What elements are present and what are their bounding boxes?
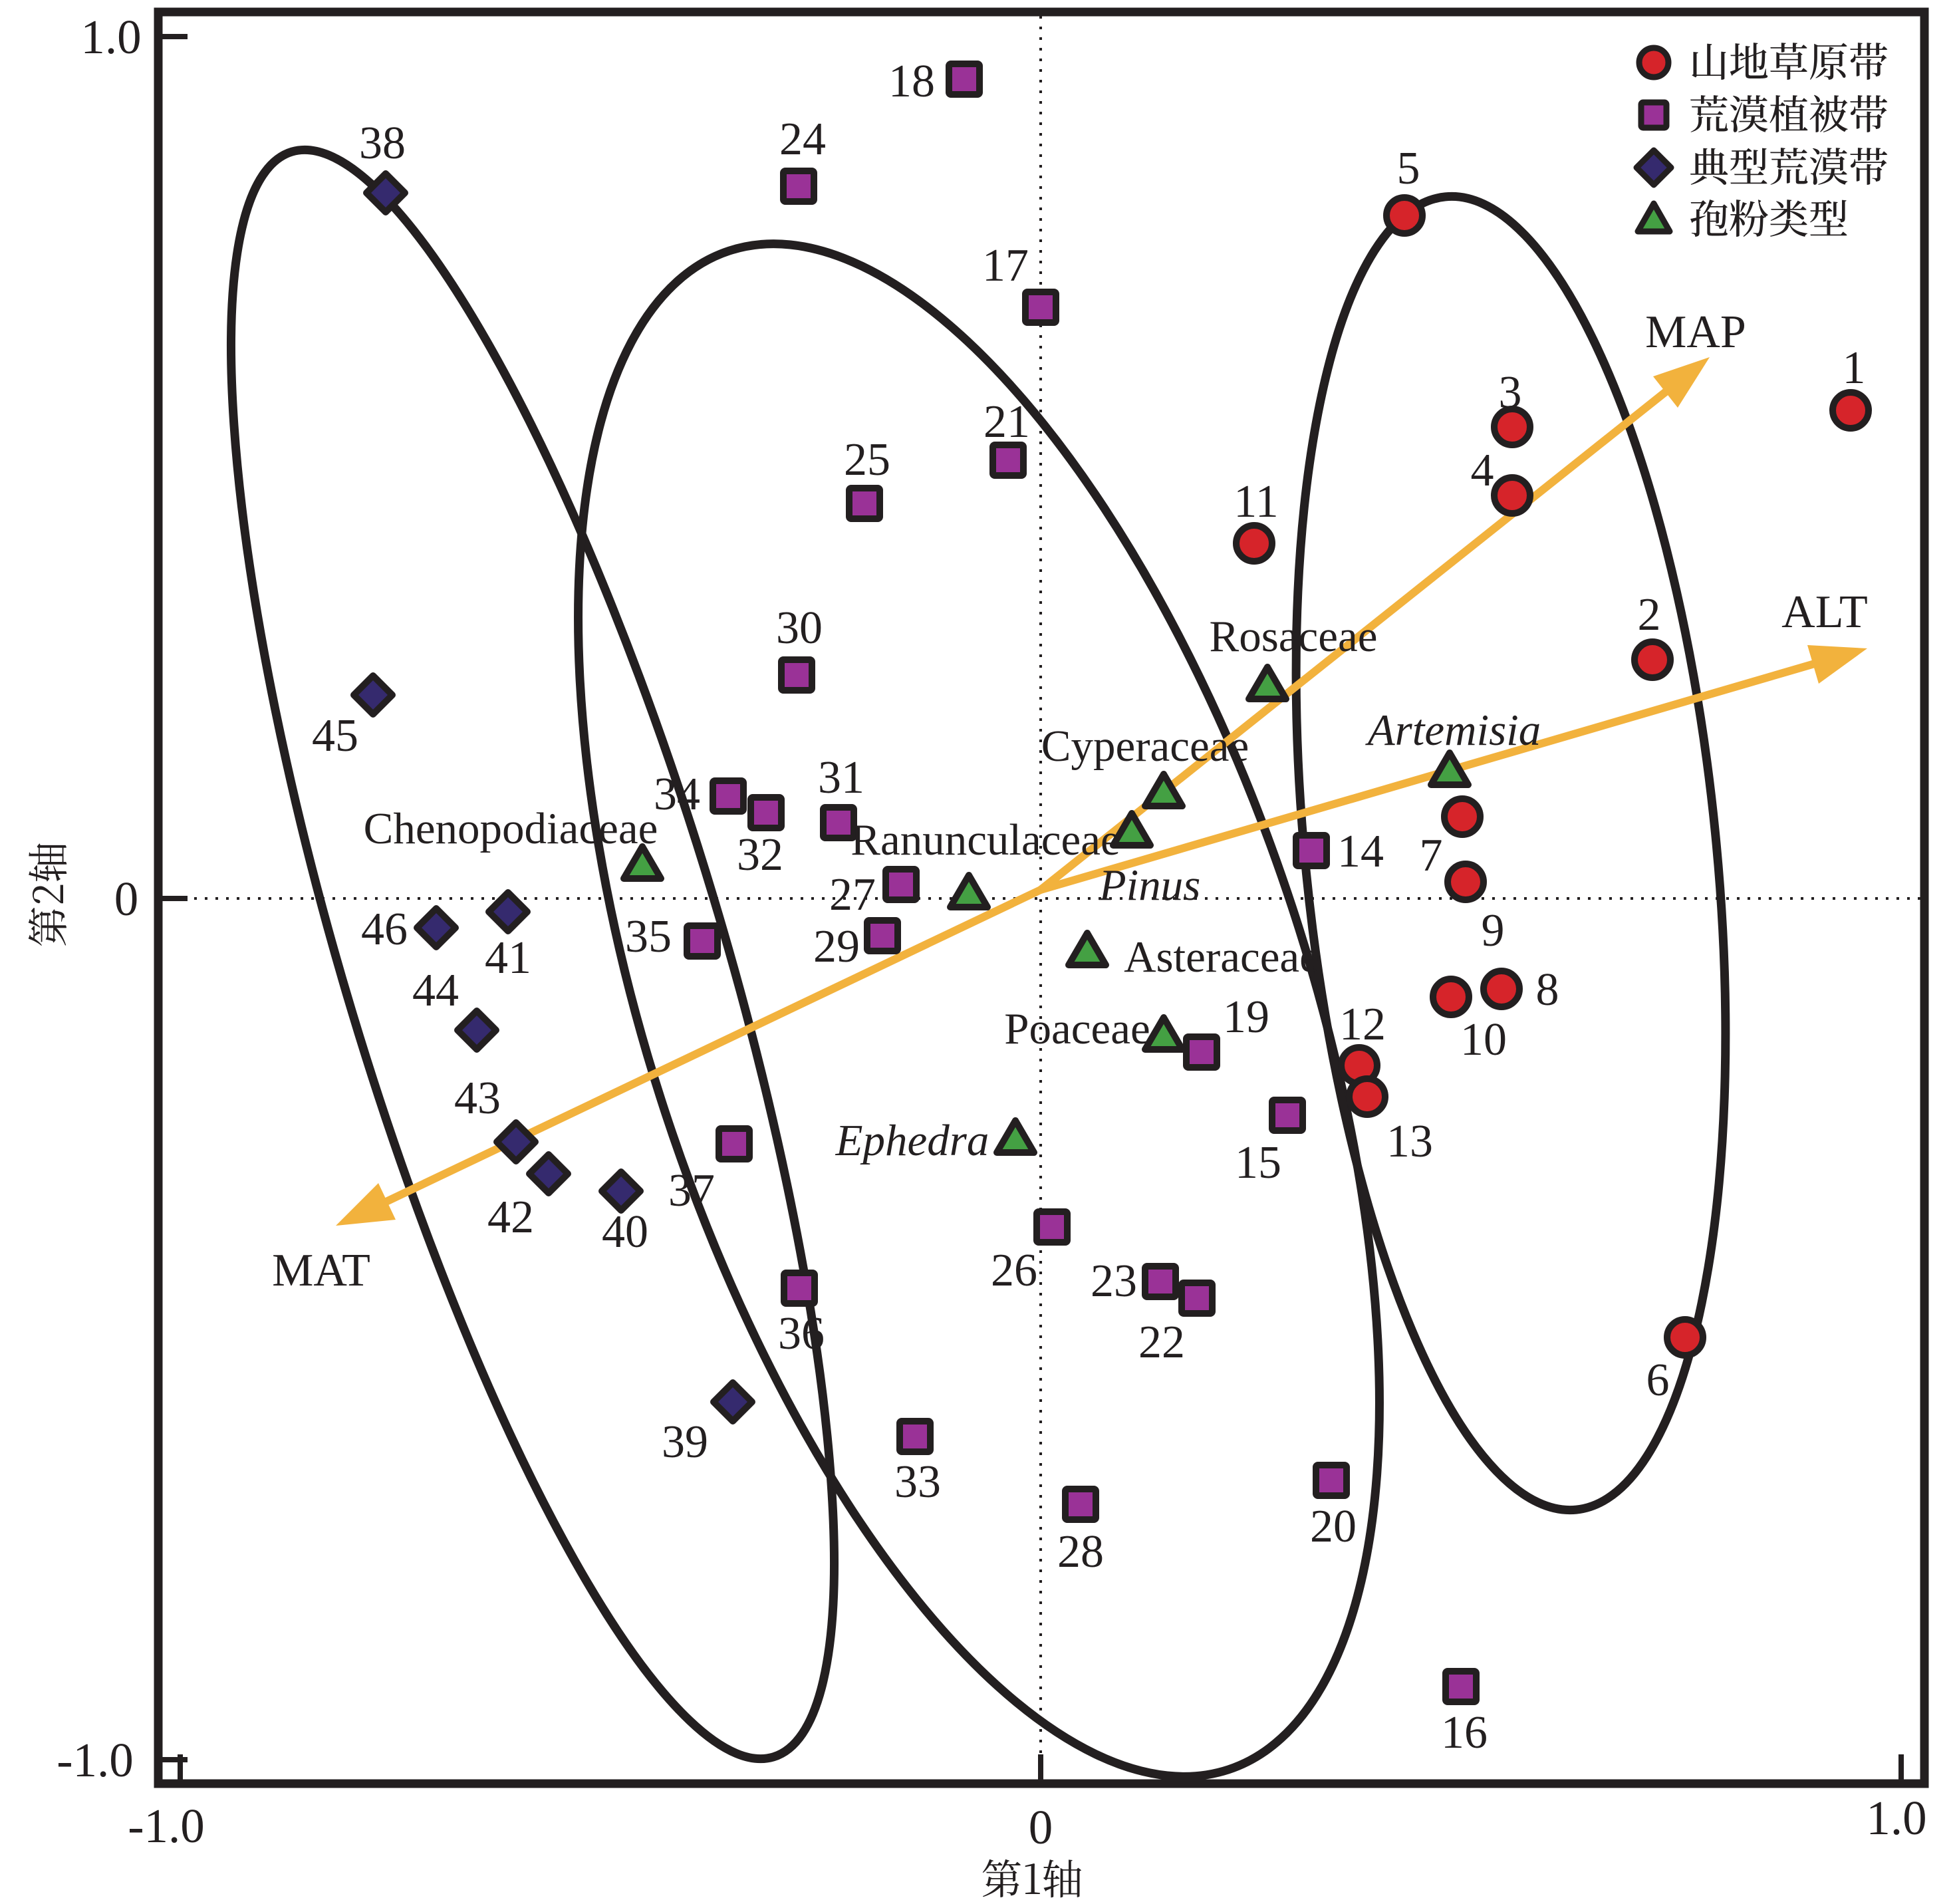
- svg-text:19: 19: [1223, 992, 1269, 1043]
- svg-text:43: 43: [454, 1073, 501, 1124]
- svg-text:-1.0: -1.0: [128, 1799, 205, 1853]
- svg-text:35: 35: [625, 911, 672, 962]
- svg-text:15: 15: [1235, 1137, 1281, 1188]
- svg-text:14: 14: [1337, 826, 1384, 877]
- svg-text:10: 10: [1460, 1014, 1507, 1065]
- svg-text:25: 25: [844, 434, 890, 485]
- svg-text:5: 5: [1397, 143, 1420, 194]
- svg-text:27: 27: [829, 869, 876, 920]
- svg-text:22: 22: [1138, 1317, 1185, 1368]
- svg-text:1.0: 1.0: [80, 10, 141, 64]
- svg-text:Ephedra: Ephedra: [835, 1116, 989, 1165]
- svg-text:44: 44: [412, 965, 459, 1016]
- svg-text:8: 8: [1536, 964, 1559, 1016]
- svg-text:41: 41: [485, 932, 531, 984]
- svg-text:31: 31: [818, 752, 864, 803]
- svg-text:Chenopodiaceae: Chenopodiaceae: [364, 804, 658, 853]
- svg-text:17: 17: [982, 240, 1029, 291]
- svg-text:42: 42: [487, 1192, 534, 1243]
- svg-text:典型荒漠带: 典型荒漠带: [1689, 136, 1889, 194]
- svg-text:23: 23: [1091, 1256, 1137, 1307]
- svg-text:16: 16: [1441, 1707, 1488, 1758]
- svg-text:38: 38: [359, 118, 406, 169]
- svg-text:0: 0: [114, 872, 139, 926]
- svg-text:34: 34: [654, 769, 700, 820]
- svg-text:第2轴: 第2轴: [16, 842, 75, 948]
- svg-text:29: 29: [813, 921, 860, 972]
- svg-text:37: 37: [668, 1165, 715, 1216]
- svg-text:36: 36: [778, 1308, 825, 1359]
- svg-text:26: 26: [991, 1245, 1037, 1296]
- svg-text:18: 18: [888, 56, 935, 107]
- svg-text:0: 0: [1029, 1800, 1053, 1854]
- svg-text:Artemisia: Artemisia: [1365, 706, 1541, 755]
- svg-text:39: 39: [662, 1417, 708, 1468]
- svg-text:40: 40: [602, 1206, 648, 1258]
- svg-text:28: 28: [1057, 1526, 1104, 1577]
- svg-text:45: 45: [312, 710, 358, 761]
- svg-text:11: 11: [1234, 476, 1278, 527]
- svg-text:33: 33: [894, 1456, 941, 1508]
- svg-text:21: 21: [983, 396, 1030, 448]
- svg-text:MAP: MAP: [1645, 307, 1746, 358]
- svg-text:20: 20: [1310, 1501, 1357, 1552]
- svg-text:7: 7: [1420, 830, 1443, 881]
- svg-text:Poaceae: Poaceae: [1004, 1004, 1150, 1053]
- svg-text:9: 9: [1482, 905, 1505, 956]
- svg-text:6: 6: [1646, 1355, 1670, 1406]
- svg-text:Ranunculaceae: Ranunculaceae: [850, 815, 1120, 865]
- svg-text:32: 32: [737, 829, 783, 881]
- svg-text:Rosaceae: Rosaceae: [1210, 612, 1378, 661]
- svg-text:Pinus: Pinus: [1099, 861, 1201, 910]
- svg-text:3: 3: [1499, 367, 1522, 418]
- svg-text:30: 30: [776, 603, 823, 654]
- svg-text:12: 12: [1339, 999, 1386, 1050]
- svg-text:46: 46: [361, 904, 408, 955]
- svg-text:4: 4: [1471, 445, 1494, 496]
- svg-text:Asteraceae: Asteraceae: [1124, 932, 1319, 982]
- svg-text:13: 13: [1386, 1116, 1433, 1167]
- svg-text:Cyperaceae: Cyperaceae: [1041, 722, 1249, 771]
- svg-text:2: 2: [1638, 589, 1661, 640]
- svg-text:孢粉类型: 孢粉类型: [1689, 188, 1849, 245]
- svg-text:-1.0: -1.0: [57, 1733, 134, 1787]
- svg-text:山地草原带: 山地草原带: [1689, 31, 1889, 88]
- svg-text:第1轴: 第1轴: [981, 1847, 1083, 1901]
- svg-text:24: 24: [779, 114, 826, 165]
- svg-text:MAT: MAT: [272, 1245, 370, 1296]
- svg-text:ALT: ALT: [1781, 587, 1868, 638]
- svg-text:荒漠植被带: 荒漠植被带: [1689, 84, 1889, 141]
- svg-text:1.0: 1.0: [1866, 1791, 1926, 1845]
- svg-text:1: 1: [1843, 342, 1866, 394]
